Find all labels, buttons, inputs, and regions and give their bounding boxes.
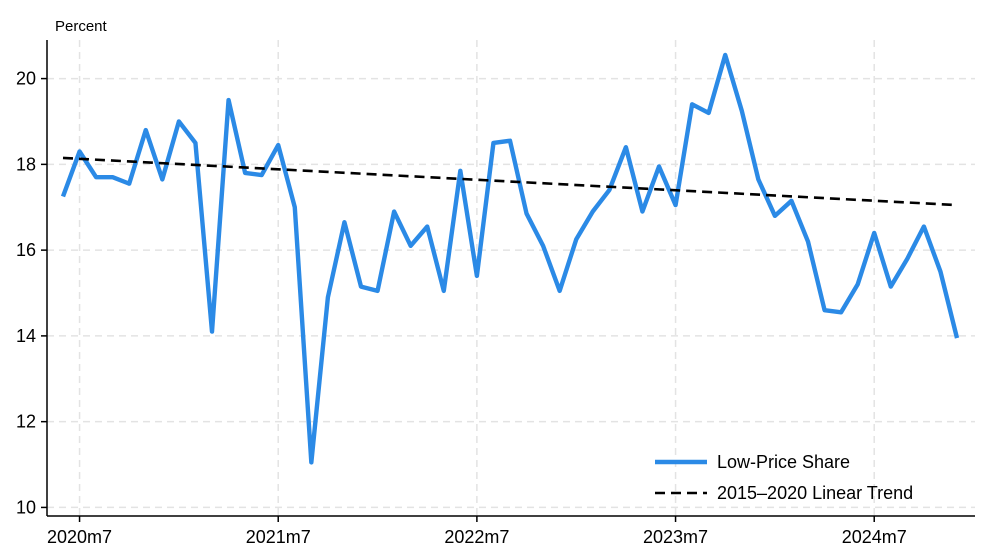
trend-line (62, 156, 958, 207)
axis-ticks: 10 12 14 16 18 20 2020m7 2021m7 2022m7 2023m7 2024… (16, 69, 907, 547)
x-tick-label: 2020m7 (47, 527, 112, 547)
low-price-share-line (60, 52, 960, 465)
legend: Low-Price Share 2015–2020 Linear Trend (655, 452, 913, 503)
axes (46, 40, 975, 517)
y-tick-label: 12 (16, 412, 36, 432)
legend-label: Low-Price Share (717, 452, 850, 472)
y-tick-label: 16 (16, 240, 36, 260)
y-tick-label: 20 (16, 69, 36, 89)
x-tick-label: 2023m7 (643, 527, 708, 547)
y-axis-unit-label: Percent (55, 18, 108, 35)
x-tick-label: 2021m7 (246, 527, 311, 547)
y-tick-label: 18 (16, 154, 36, 174)
y-tick-label: 14 (16, 326, 36, 346)
x-tick-label: 2024m7 (842, 527, 907, 547)
legend-label: 2015–2020 Linear Trend (717, 483, 913, 503)
grid-lines (47, 40, 975, 516)
y-tick-label: 10 (16, 497, 36, 517)
series-lines (60, 52, 960, 465)
x-tick-label: 2022m7 (444, 527, 509, 547)
